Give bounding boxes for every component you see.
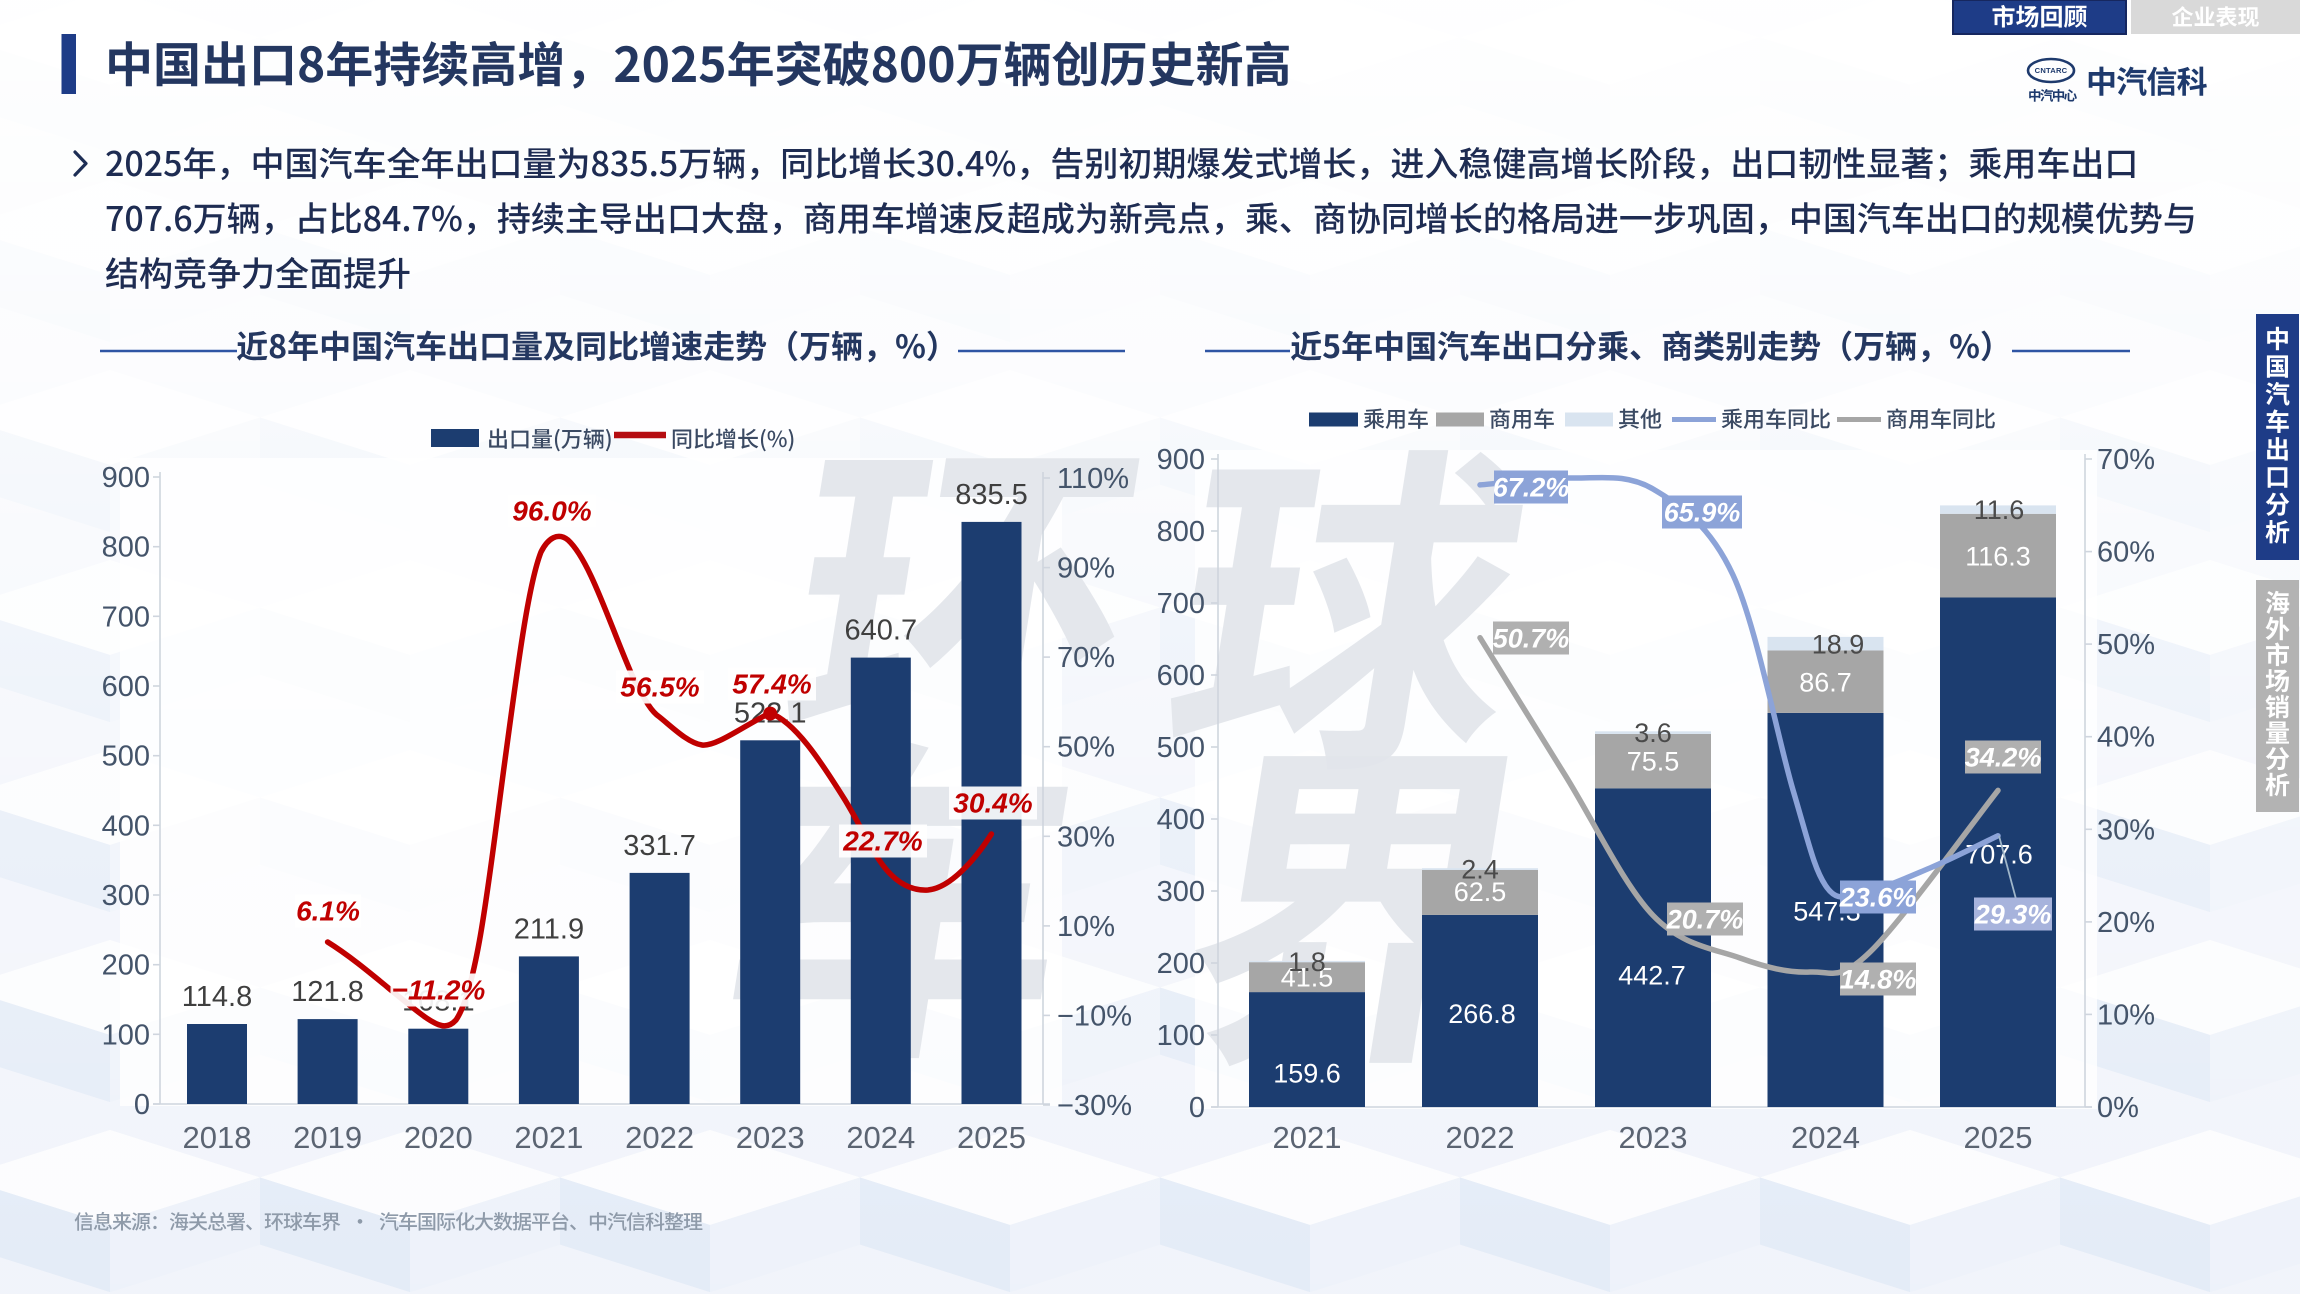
svg-text:2.4: 2.4 <box>1461 855 1499 885</box>
svg-text:23.6%: 23.6% <box>1839 883 1917 913</box>
svg-text:116.3: 116.3 <box>1965 542 2031 572</box>
svg-text:2024: 2024 <box>1791 1120 1860 1155</box>
svg-text:1.8: 1.8 <box>1288 947 1326 977</box>
svg-text:2023: 2023 <box>1619 1120 1688 1155</box>
svg-text:700: 700 <box>1157 588 1205 620</box>
svg-text:20%: 20% <box>2097 907 2155 939</box>
svg-text:100: 100 <box>1157 1020 1205 1052</box>
svg-text:100: 100 <box>102 1019 150 1051</box>
svg-text:900: 900 <box>102 462 150 494</box>
svg-text:0%: 0% <box>2097 1092 2139 1124</box>
svg-text:34.2%: 34.2% <box>1965 743 2042 773</box>
svg-text:300: 300 <box>1157 876 1205 908</box>
svg-text:110%: 110% <box>1057 463 1129 495</box>
svg-text:−10%: −10% <box>1057 1000 1132 1032</box>
svg-text:159.6: 159.6 <box>1273 1059 1341 1089</box>
svg-text:700: 700 <box>102 601 150 633</box>
svg-text:300: 300 <box>102 880 150 912</box>
svg-text:2025: 2025 <box>957 1120 1026 1155</box>
svg-text:30%: 30% <box>1057 821 1115 853</box>
svg-text:600: 600 <box>1157 660 1205 692</box>
svg-text:96.0%: 96.0% <box>512 496 591 527</box>
svg-text:800: 800 <box>102 532 150 564</box>
svg-text:2021: 2021 <box>514 1120 583 1155</box>
svg-text:200: 200 <box>102 950 150 982</box>
svg-text:3.6: 3.6 <box>1634 718 1672 748</box>
svg-text:331.7: 331.7 <box>623 830 696 862</box>
svg-text:10%: 10% <box>2097 999 2155 1031</box>
svg-text:400: 400 <box>102 810 150 842</box>
svg-text:11.6: 11.6 <box>1974 495 2025 525</box>
svg-text:0: 0 <box>134 1089 150 1121</box>
svg-text:70%: 70% <box>1057 642 1115 674</box>
svg-text:67.2%: 67.2% <box>1493 473 1570 503</box>
svg-text:70%: 70% <box>2097 444 2155 476</box>
svg-text:18.9: 18.9 <box>1812 630 1865 660</box>
svg-text:2021: 2021 <box>1273 1120 1342 1155</box>
svg-text:CNTARC: CNTARC <box>2035 66 2068 75</box>
svg-text:900: 900 <box>1157 444 1205 476</box>
svg-text:50%: 50% <box>2097 629 2155 661</box>
svg-text:65.9%: 65.9% <box>1664 498 1741 528</box>
svg-text:50.7%: 50.7% <box>1493 624 1570 654</box>
svg-text:50%: 50% <box>1057 732 1115 764</box>
svg-text:2018: 2018 <box>183 1120 252 1155</box>
svg-text:62.5: 62.5 <box>1454 877 1507 907</box>
svg-text:200: 200 <box>1157 948 1205 980</box>
svg-text:10%: 10% <box>1057 911 1115 943</box>
svg-text:400: 400 <box>1157 804 1205 836</box>
svg-text:442.7: 442.7 <box>1618 961 1686 991</box>
svg-text:56.5%: 56.5% <box>620 672 699 703</box>
svg-text:600: 600 <box>102 671 150 703</box>
svg-text:211.9: 211.9 <box>514 913 584 945</box>
svg-text:0: 0 <box>1189 1092 1205 1124</box>
svg-text:500: 500 <box>1157 732 1205 764</box>
svg-text:22.7%: 22.7% <box>842 826 922 857</box>
svg-text:2025: 2025 <box>1964 1120 2033 1155</box>
svg-text:−30%: −30% <box>1057 1090 1132 1122</box>
svg-text:6.1%: 6.1% <box>296 896 360 927</box>
svg-text:30.4%: 30.4% <box>953 788 1032 819</box>
svg-text:266.8: 266.8 <box>1448 999 1516 1029</box>
svg-text:57.4%: 57.4% <box>732 669 811 700</box>
svg-text:41.5: 41.5 <box>1281 963 1334 993</box>
svg-text:2022: 2022 <box>1446 1120 1515 1155</box>
svg-text:40%: 40% <box>2097 722 2155 754</box>
svg-text:90%: 90% <box>1057 553 1115 585</box>
svg-text:640.7: 640.7 <box>845 615 918 647</box>
svg-text:20.7%: 20.7% <box>1666 905 1744 935</box>
svg-text:800: 800 <box>1157 516 1205 548</box>
svg-text:60%: 60% <box>2097 537 2155 569</box>
svg-text:500: 500 <box>102 741 150 773</box>
svg-text:75.5: 75.5 <box>1627 747 1680 777</box>
svg-text:2023: 2023 <box>736 1120 805 1155</box>
svg-text:835.5: 835.5 <box>955 479 1028 511</box>
svg-text:2024: 2024 <box>846 1120 915 1155</box>
svg-text:−11.2%: −11.2% <box>392 975 486 1006</box>
svg-text:86.7: 86.7 <box>1799 668 1852 698</box>
svg-text:114.8: 114.8 <box>182 981 252 1013</box>
svg-text:29.3%: 29.3% <box>1974 900 2052 930</box>
svg-text:2019: 2019 <box>293 1120 362 1155</box>
svg-text:2022: 2022 <box>625 1120 694 1155</box>
svg-text:14.8%: 14.8% <box>1840 965 1917 995</box>
svg-text:2020: 2020 <box>404 1120 473 1155</box>
svg-text:121.8: 121.8 <box>291 976 364 1008</box>
svg-text:30%: 30% <box>2097 814 2155 846</box>
